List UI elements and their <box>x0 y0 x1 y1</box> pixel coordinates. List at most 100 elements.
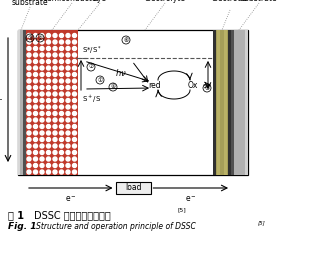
Circle shape <box>66 47 70 50</box>
Circle shape <box>33 92 37 96</box>
Circle shape <box>53 124 57 129</box>
Circle shape <box>66 112 70 115</box>
Circle shape <box>40 124 44 129</box>
Circle shape <box>27 118 31 122</box>
Circle shape <box>46 164 50 168</box>
Circle shape <box>33 131 37 135</box>
Circle shape <box>46 59 50 63</box>
Circle shape <box>27 40 31 44</box>
Circle shape <box>27 59 31 63</box>
Circle shape <box>27 47 31 50</box>
Circle shape <box>59 112 63 115</box>
Circle shape <box>27 66 31 70</box>
Bar <box>18 30 248 175</box>
Circle shape <box>27 164 31 168</box>
Circle shape <box>59 157 63 161</box>
Circle shape <box>40 79 44 83</box>
Circle shape <box>27 124 31 129</box>
Circle shape <box>33 99 37 103</box>
Text: e$^-$: e$^-$ <box>185 194 197 204</box>
Circle shape <box>72 99 76 103</box>
Circle shape <box>66 99 70 103</box>
Text: Ox: Ox <box>188 80 198 89</box>
Bar <box>213 30 216 175</box>
Circle shape <box>40 53 44 57</box>
Circle shape <box>59 118 63 122</box>
Circle shape <box>59 33 63 38</box>
Bar <box>220 30 224 175</box>
Circle shape <box>72 59 76 63</box>
Circle shape <box>46 124 50 129</box>
Bar <box>23 30 26 175</box>
Bar <box>231 30 234 175</box>
Circle shape <box>40 85 44 89</box>
Text: counter
electrode: counter electrode <box>212 0 248 3</box>
Circle shape <box>59 170 63 174</box>
Circle shape <box>53 59 57 63</box>
Text: ⑤: ⑤ <box>204 85 210 90</box>
Bar <box>245 30 248 175</box>
Circle shape <box>66 164 70 168</box>
Circle shape <box>46 92 50 96</box>
Circle shape <box>40 144 44 148</box>
Circle shape <box>53 144 57 148</box>
Circle shape <box>46 53 50 57</box>
Text: dye: dye <box>93 0 107 3</box>
Circle shape <box>53 40 57 44</box>
Bar <box>227 30 231 175</box>
Circle shape <box>72 164 76 168</box>
Circle shape <box>72 53 76 57</box>
Circle shape <box>40 47 44 50</box>
Bar <box>224 30 228 175</box>
Circle shape <box>66 118 70 122</box>
Circle shape <box>33 59 37 63</box>
Circle shape <box>72 131 76 135</box>
Circle shape <box>59 131 63 135</box>
Circle shape <box>72 40 76 44</box>
Circle shape <box>33 124 37 129</box>
Circle shape <box>46 47 50 50</box>
Text: [5]: [5] <box>178 207 187 212</box>
Text: substrate: substrate <box>241 0 277 3</box>
Text: ②: ② <box>37 36 43 41</box>
Circle shape <box>53 138 57 141</box>
Circle shape <box>72 105 76 109</box>
Circle shape <box>53 164 57 168</box>
Circle shape <box>59 59 63 63</box>
Circle shape <box>46 144 50 148</box>
Text: load: load <box>125 184 141 193</box>
Circle shape <box>53 157 57 161</box>
Circle shape <box>40 157 44 161</box>
Circle shape <box>66 79 70 83</box>
Text: e$^-$: e$^-$ <box>0 98 4 107</box>
Circle shape <box>66 131 70 135</box>
Circle shape <box>59 124 63 129</box>
Circle shape <box>53 105 57 109</box>
Circle shape <box>72 124 76 129</box>
Circle shape <box>46 99 50 103</box>
Circle shape <box>53 66 57 70</box>
Circle shape <box>46 40 50 44</box>
Circle shape <box>66 170 70 174</box>
Circle shape <box>66 85 70 89</box>
Circle shape <box>53 99 57 103</box>
Bar <box>18 30 26 175</box>
Circle shape <box>53 118 57 122</box>
Circle shape <box>59 164 63 168</box>
Circle shape <box>46 66 50 70</box>
Circle shape <box>27 138 31 141</box>
Circle shape <box>27 79 31 83</box>
Bar <box>231 30 248 175</box>
Circle shape <box>46 150 50 154</box>
Circle shape <box>46 170 50 174</box>
Circle shape <box>27 112 31 115</box>
Circle shape <box>53 150 57 154</box>
Circle shape <box>46 105 50 109</box>
Circle shape <box>53 79 57 83</box>
Bar <box>115 182 150 194</box>
Circle shape <box>59 47 63 50</box>
Circle shape <box>40 73 44 77</box>
Circle shape <box>27 53 31 57</box>
Circle shape <box>27 157 31 161</box>
Circle shape <box>27 92 31 96</box>
